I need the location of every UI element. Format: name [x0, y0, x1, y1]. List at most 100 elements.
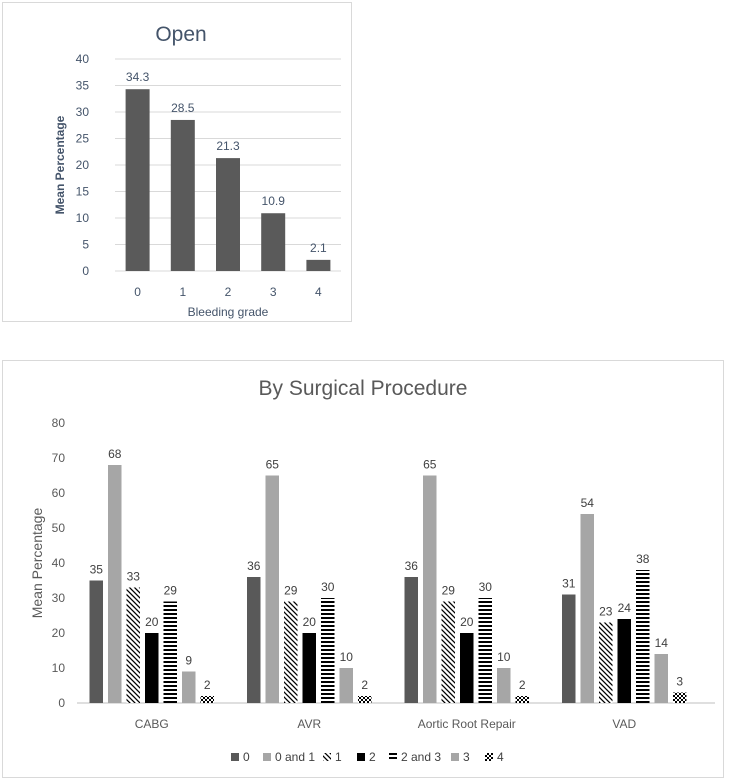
- bar: [580, 514, 594, 703]
- data-label: 29: [164, 584, 178, 598]
- x-axis-title: Bleeding grade: [188, 305, 269, 319]
- data-label: 23: [599, 605, 613, 619]
- data-label: 30: [479, 580, 493, 594]
- y-tick-label: 25: [76, 132, 90, 146]
- data-label: 2: [361, 678, 368, 692]
- y-tick-label: 35: [76, 79, 90, 93]
- data-label: 35: [90, 563, 104, 577]
- legend-label: 2: [369, 750, 376, 764]
- bar: [108, 465, 122, 703]
- data-label: 20: [145, 615, 159, 629]
- bar: [247, 577, 261, 703]
- legend-label: 0 and 1: [275, 750, 315, 764]
- bar: [216, 158, 240, 271]
- bar: [306, 259, 331, 271]
- x-tick-label: 0: [134, 285, 141, 299]
- y-axis-title: Mean Percentage: [29, 508, 45, 619]
- bar: [321, 598, 335, 703]
- y-tick-label: 20: [76, 158, 90, 172]
- bar: [261, 213, 286, 271]
- data-label: 10: [340, 650, 354, 664]
- data-label: 9: [185, 654, 192, 668]
- data-label: 68: [108, 447, 122, 461]
- x-tick-label: 3: [270, 285, 277, 299]
- bar: [358, 696, 372, 703]
- y-tick-label: 30: [52, 591, 66, 605]
- x-tick-label: 4: [315, 285, 322, 299]
- procedure-chart-panel: By Surgical Procedure 0 10 20 30 40 50 60 70 80 35…: [2, 360, 724, 778]
- x-tick-label: VAD: [612, 717, 636, 731]
- bar: [599, 622, 613, 703]
- chart-title: By Surgical Procedure: [259, 377, 468, 400]
- data-label: 54: [581, 496, 595, 510]
- bar: [515, 696, 529, 703]
- data-label: 36: [247, 559, 261, 573]
- data-label: 65: [423, 458, 437, 472]
- data-label: 31: [562, 577, 576, 591]
- bar: [125, 89, 150, 272]
- bar: [284, 601, 298, 703]
- legend-label: 2 and 3: [401, 750, 441, 764]
- bar: [339, 668, 353, 703]
- bar: [460, 633, 474, 703]
- legend-label: 3: [463, 750, 470, 764]
- data-label: 24: [618, 601, 632, 615]
- legend-label: 1: [335, 750, 342, 764]
- legend-swatch: [485, 753, 493, 761]
- y-tick-label: 5: [82, 238, 89, 252]
- data-label: 65: [266, 458, 280, 472]
- bar: [302, 633, 316, 703]
- x-tick-label: 1: [179, 285, 186, 299]
- data-label: 36: [405, 559, 419, 573]
- procedure-bar-chart: By Surgical Procedure0102030405060708035…: [29, 377, 715, 764]
- bar: [617, 619, 631, 703]
- y-tick-label: 20: [52, 626, 66, 640]
- open-chart-panel: Open 0 5 10 15 20 25 30 35 40 34.3 0 28.5 1 21.3 2 10.9 3…: [2, 2, 352, 322]
- bar: [404, 577, 418, 703]
- bar: [441, 601, 455, 703]
- data-label: 20: [460, 615, 474, 629]
- bar: [654, 654, 668, 703]
- x-tick-label: AVR: [297, 717, 321, 731]
- y-tick-label: 0: [82, 264, 89, 278]
- bar: [562, 594, 576, 703]
- data-label: 14: [655, 636, 669, 650]
- bar: [170, 119, 195, 271]
- y-tick-label: 10: [52, 661, 66, 675]
- data-label: 2.1: [310, 241, 327, 255]
- y-tick-label: 40: [52, 556, 66, 570]
- legend-swatch: [323, 753, 331, 761]
- data-label: 3: [676, 675, 683, 689]
- open-bar-chart: Open 0 5 10 15 20 25 30 35 40 34.3 0 28.5 1 21.3 2 10.9 3…: [53, 23, 341, 319]
- y-tick-label: 0: [58, 696, 65, 710]
- bar: [478, 598, 492, 703]
- legend-swatch: [389, 753, 397, 761]
- y-tick-label: 70: [52, 451, 66, 465]
- x-tick-label: CABG: [135, 717, 169, 731]
- data-label: 20: [303, 615, 317, 629]
- bar: [126, 587, 140, 703]
- data-label: 38: [636, 552, 650, 566]
- y-axis-title: Mean Percentage: [53, 115, 67, 214]
- y-tick-label: 10: [76, 211, 90, 225]
- legend-label: 4: [497, 750, 504, 764]
- y-tick-label: 40: [76, 52, 90, 66]
- data-label: 10: [497, 650, 511, 664]
- bar: [636, 570, 650, 703]
- data-label: 2: [204, 678, 211, 692]
- bar: [89, 580, 103, 703]
- y-tick-label: 15: [76, 185, 90, 199]
- bar: [145, 633, 159, 703]
- bar: [497, 668, 511, 703]
- x-tick-label: 2: [225, 285, 232, 299]
- legend-label: 0: [243, 750, 250, 764]
- data-label: 10.9: [262, 194, 286, 208]
- legend-swatch: [231, 753, 239, 761]
- data-label: 33: [127, 570, 141, 584]
- bar: [423, 475, 437, 703]
- x-tick-label: Aortic Root Repair: [418, 717, 516, 731]
- legend-swatch: [263, 753, 271, 761]
- legend-swatch: [451, 753, 459, 761]
- bar: [265, 475, 279, 703]
- data-label: 21.3: [216, 139, 240, 153]
